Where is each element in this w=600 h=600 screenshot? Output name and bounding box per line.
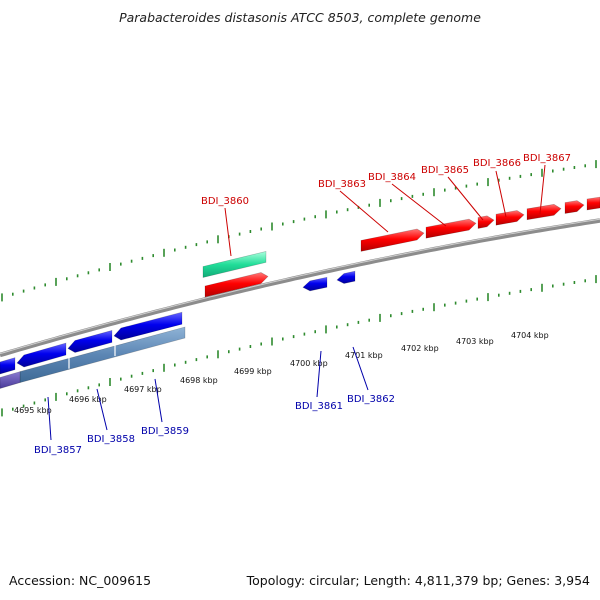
gene-reverse-partial[interactable] [0, 357, 16, 375]
scale-ruler-outer [1, 160, 597, 302]
gene-forward-partial-b[interactable] [586, 196, 600, 211]
bdi-3865-label[interactable]: BDI_3865 [421, 165, 469, 176]
scale-label: 4697 kbp [124, 385, 162, 394]
bdi-3864-label[interactable]: BDI_3864 [368, 172, 416, 183]
bdi-3863-label[interactable]: BDI_3863 [318, 179, 366, 190]
scale-ruler [1, 160, 597, 417]
bdi-3861-leader-line [316, 350, 322, 398]
bdi-3858-leader-line [96, 388, 108, 431]
bdi-3859-leader-line [154, 378, 163, 423]
scale-label: 4701 kbp [345, 351, 383, 360]
gene-bdi-3865[interactable] [477, 215, 495, 229]
gene-bdi-3864[interactable] [425, 218, 477, 239]
gene-labels: 4695 kbp 4696 kbp 4697 kbp 4698 kbp 4699 kbp… [14, 153, 571, 456]
gene-bdi-3863[interactable] [360, 228, 425, 252]
bdi-3867-label[interactable]: BDI_3867 [523, 153, 571, 164]
gene-bdi-3862[interactable] [336, 270, 356, 284]
scale-label: 4702 kbp [401, 344, 439, 353]
genome-backbone [0, 218, 600, 358]
bdi-3860-leader-line [224, 207, 232, 257]
bdi-3863-leader-line [339, 190, 389, 233]
scale-label: 4695 kbp [14, 406, 52, 415]
scale-ruler-inner [1, 275, 597, 417]
gene-bdi-3860-cds[interactable] [204, 272, 269, 298]
scale-label: 4703 kbp [456, 337, 494, 346]
bdi-3865-leader-line [447, 176, 484, 221]
gene-bdi-3860[interactable] [202, 251, 267, 278]
bdi-3861-label[interactable]: BDI_3861 [295, 401, 343, 412]
scale-label: 4699 kbp [234, 367, 272, 376]
bdi-3866-leader-line [495, 170, 507, 218]
genome-backbone-highlight [0, 218, 600, 355]
gene-bdi-3861[interactable] [302, 276, 328, 292]
bdi-3862-label[interactable]: BDI_3862 [347, 394, 395, 405]
accession-text: Accession: NC_009615 [9, 573, 152, 588]
gene-bdi-3867[interactable] [526, 203, 562, 221]
bdi-3858-label[interactable]: BDI_3858 [87, 434, 135, 445]
gene-track [0, 196, 600, 389]
bdi-3867-leader-line [539, 164, 546, 215]
genome-summary-text: Topology: circular; Length: 4,811,379 bp… [246, 573, 590, 588]
feature-band-purple[interactable] [0, 371, 21, 389]
gene-bdi-3857[interactable] [16, 342, 67, 368]
bdi-3857-label[interactable]: BDI_3857 [34, 445, 82, 456]
bdi-3866-label[interactable]: BDI_3866 [473, 158, 521, 169]
gene-forward-partial-a[interactable] [564, 200, 585, 214]
gene-bdi-3866[interactable] [495, 210, 525, 226]
gene-bdi-3858[interactable] [67, 330, 113, 353]
bdi-3862-leader-line [352, 346, 369, 391]
bdi-3859-label[interactable]: BDI_3859 [141, 426, 189, 437]
bdi-3857-leader-line [47, 396, 52, 441]
bdi-3864-leader-line [391, 183, 447, 227]
genome-title: Parabacteroides distasonis ATCC 8503, co… [119, 10, 481, 25]
scale-label: 4700 kbp [290, 359, 328, 368]
bdi-3860-label[interactable]: BDI_3860 [201, 196, 249, 207]
scale-label: 4704 kbp [511, 331, 549, 340]
scale-label: 4698 kbp [180, 376, 218, 385]
scale-label: 4696 kbp [69, 395, 107, 404]
gene-bdi-3859[interactable] [113, 311, 183, 341]
genome-backbone-line [0, 218, 600, 358]
